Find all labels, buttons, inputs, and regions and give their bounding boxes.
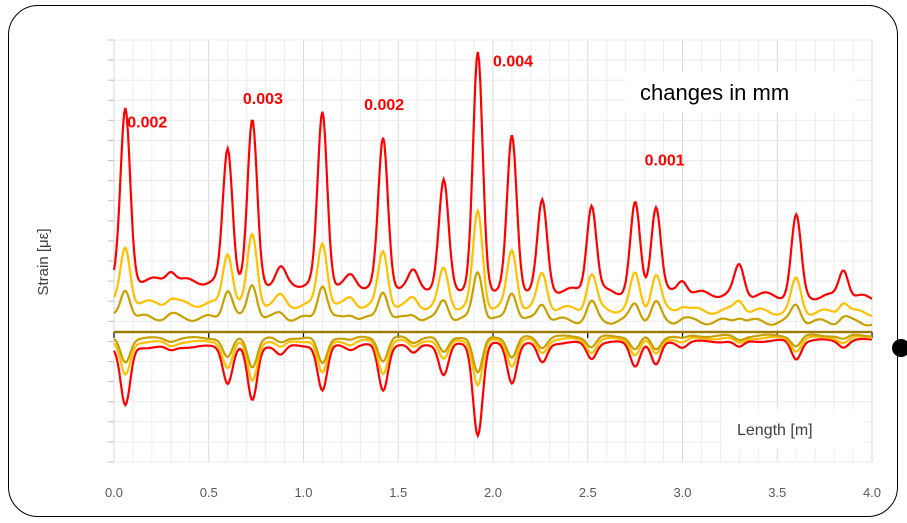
- x-tick-label: 3.0: [673, 485, 691, 500]
- x-tick-label: 3.5: [768, 485, 786, 500]
- peak-annotation: 0.004: [493, 53, 533, 70]
- x-tick-label: 4.0: [863, 485, 881, 500]
- chart-title: changes in mm: [640, 80, 789, 105]
- x-tick-label: 2.5: [579, 485, 597, 500]
- peak-annotation: 0.002: [364, 97, 404, 114]
- x-tick-label: 1.5: [389, 485, 407, 500]
- peak-annotation: 0.002: [127, 115, 167, 132]
- y-axis-label: Strain [με]: [35, 228, 52, 295]
- peak-annotation: 0.003: [243, 91, 283, 108]
- x-ticks: 0.0 0.5 1.0 1.5 2.0 2.5 3.0 3.5 4.0: [105, 485, 881, 500]
- x-axis-label: Length [m]: [737, 422, 813, 439]
- x-tick-label: 0.5: [200, 485, 218, 500]
- peak-annotation: 0.001: [645, 153, 685, 170]
- x-tick-label: 0.0: [105, 485, 123, 500]
- x-tick-label: 2.0: [484, 485, 502, 500]
- annotations: 0.002 0.003 0.002 0.004 0.001: [127, 53, 684, 169]
- x-tick-label: 1.0: [294, 485, 312, 500]
